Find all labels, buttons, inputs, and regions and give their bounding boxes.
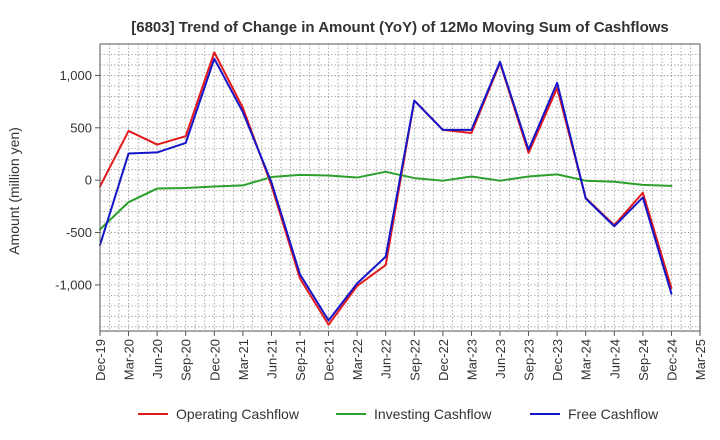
legend-label-free-cashflow: Free Cashflow	[568, 406, 659, 422]
x-tick-label: Jun-20	[150, 339, 165, 379]
y-tick-label: 0	[85, 173, 92, 188]
y-tick-label: -1,000	[55, 277, 92, 292]
legend: Operating Cashflow Investing Cashflow Free…	[138, 406, 659, 422]
x-tick-label: Dec-20	[207, 339, 222, 381]
x-tick-label: Jun-23	[493, 339, 508, 379]
x-tick-label: Dec-21	[322, 339, 337, 381]
y-tick-label: 500	[70, 120, 92, 135]
x-tick-label: Jun-24	[607, 339, 622, 379]
x-tick-label: Mar-24	[579, 339, 594, 380]
x-tick-label: Mar-21	[236, 339, 251, 380]
x-tick-label: Mar-23	[464, 339, 479, 380]
x-tick-label: Dec-22	[436, 339, 451, 381]
y-tick-label: -500	[66, 225, 92, 240]
series-line-free-cashflow	[99, 57, 673, 322]
chart-title: [6803] Trend of Change in Amount (YoY) o…	[131, 19, 669, 36]
x-tick-label: Jun-22	[379, 339, 394, 379]
series-lines	[99, 51, 673, 326]
x-tick-label: Dec-24	[664, 339, 679, 381]
x-axis: Dec-19 Mar-20 Jun-20 Sep-20 Dec-20 Mar-21 Jun-…	[93, 331, 708, 381]
x-tick-label: Sep-24	[636, 339, 651, 381]
x-tick-label: Mar-25	[693, 339, 708, 380]
y-axis: -1,000 -500 0 500 1,000	[55, 68, 100, 292]
x-tick-label: Mar-22	[350, 339, 365, 380]
plot-frame	[99, 43, 701, 332]
x-tick-label: Jun-21	[264, 339, 279, 379]
x-tick-label: Sep-23	[522, 339, 537, 381]
y-tick-label: 1,000	[59, 68, 92, 83]
x-tick-label: Dec-23	[550, 339, 565, 381]
x-tick-label: Sep-20	[179, 339, 194, 381]
x-tick-label: Dec-19	[93, 339, 108, 381]
grid	[99, 43, 701, 331]
legend-label-investing-cashflow: Investing Cashflow	[374, 406, 492, 422]
x-tick-label: Mar-20	[122, 339, 137, 380]
x-tick-label: Sep-21	[293, 339, 308, 381]
series-line-investing-cashflow	[99, 170, 673, 231]
legend-label-operating-cashflow: Operating Cashflow	[176, 406, 300, 422]
y-axis-label: Amount (million yen)	[6, 127, 22, 255]
x-tick-label: Sep-22	[407, 339, 422, 381]
